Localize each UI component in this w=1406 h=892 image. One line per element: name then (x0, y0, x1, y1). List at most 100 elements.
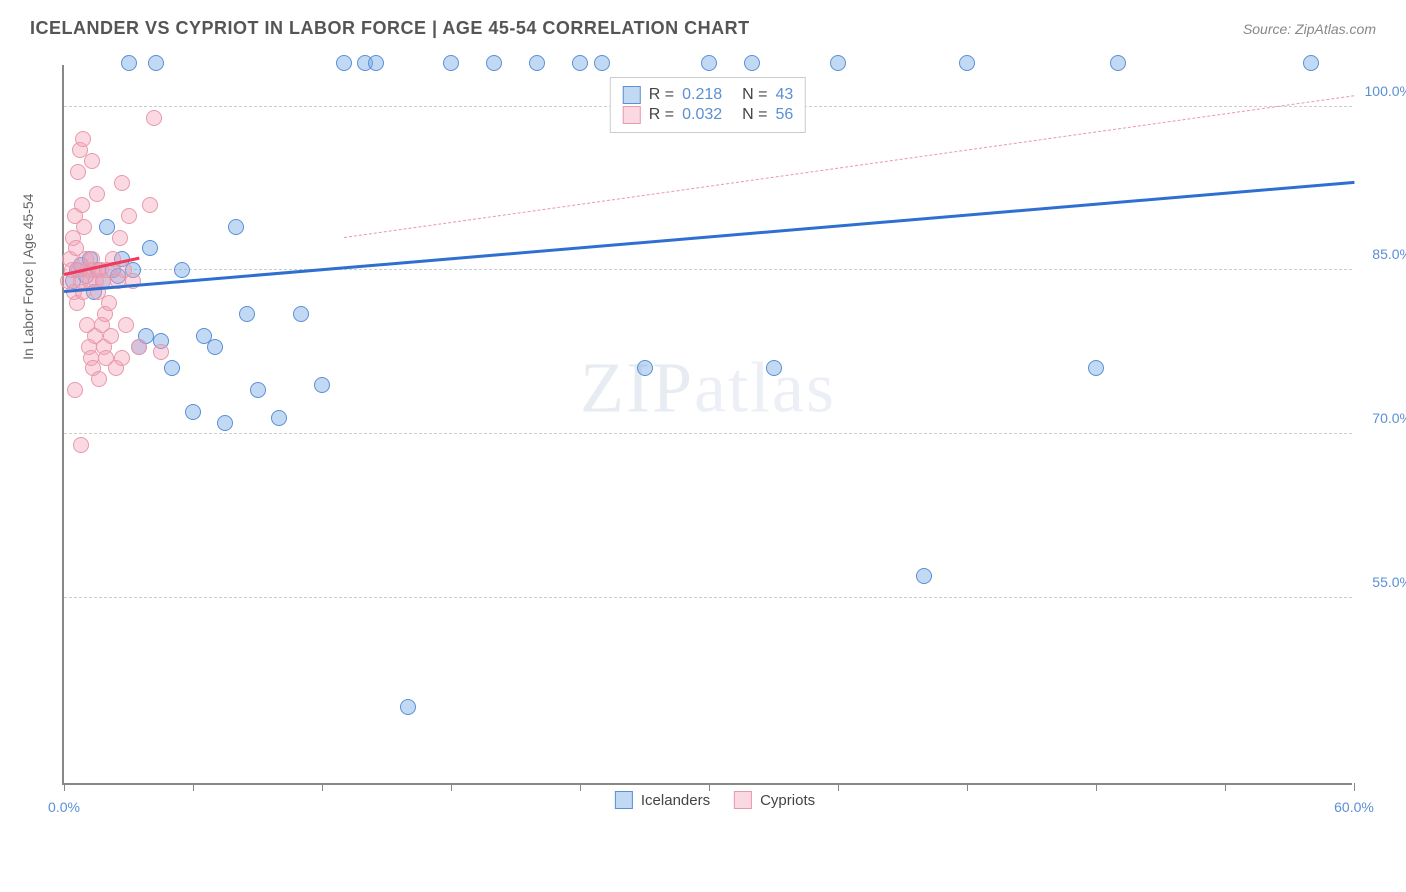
scatter-point (118, 317, 134, 333)
legend-swatch (623, 86, 641, 104)
scatter-point (70, 164, 86, 180)
scatter-point (250, 382, 266, 398)
scatter-point (131, 339, 147, 355)
scatter-point (142, 240, 158, 256)
y-tick-label: 100.0% (1365, 83, 1406, 99)
scatter-point (101, 295, 117, 311)
legend-r-value: 0.032 (682, 106, 734, 124)
legend-n-label: N = (742, 106, 767, 124)
scatter-point (67, 382, 83, 398)
scatter-point (148, 55, 164, 71)
scatter-point (336, 55, 352, 71)
scatter-point (73, 437, 89, 453)
legend-bottom-item: Icelanders (615, 791, 710, 809)
scatter-point (185, 404, 201, 420)
scatter-point (114, 350, 130, 366)
scatter-point (76, 219, 92, 235)
legend-r-label: R = (649, 86, 674, 104)
scatter-point (1303, 55, 1319, 71)
gridline-h (64, 269, 1352, 270)
scatter-point (114, 175, 130, 191)
scatter-point (153, 344, 169, 360)
scatter-point (121, 208, 137, 224)
scatter-point (572, 55, 588, 71)
scatter-point (228, 219, 244, 235)
x-tick (709, 783, 710, 791)
legend-n-value: 56 (775, 106, 793, 124)
trend-line-dashed (343, 95, 1354, 238)
chart-title: ICELANDER VS CYPRIOT IN LABOR FORCE | AG… (30, 18, 750, 39)
y-tick-label: 70.0% (1372, 410, 1406, 426)
watermark-thin: atlas (694, 348, 836, 428)
legend-r-value: 0.218 (682, 86, 734, 104)
scatter-point (293, 306, 309, 322)
scatter-point (529, 55, 545, 71)
scatter-point (91, 371, 107, 387)
header: ICELANDER VS CYPRIOT IN LABOR FORCE | AG… (0, 0, 1406, 49)
x-tick (322, 783, 323, 791)
scatter-point (164, 360, 180, 376)
scatter-point (1110, 55, 1126, 71)
scatter-point (74, 197, 90, 213)
legend-swatch (734, 791, 752, 809)
scatter-point (112, 230, 128, 246)
legend-bottom-item: Cypriots (734, 791, 815, 809)
plot-area: ZIPatlas 55.0%70.0%85.0%100.0%0.0%60.0%R… (62, 65, 1352, 785)
x-tick (64, 783, 65, 791)
y-tick-label: 55.0% (1372, 574, 1406, 590)
scatter-point (75, 131, 91, 147)
scatter-point (239, 306, 255, 322)
legend-bottom: Icelanders Cypriots (615, 791, 815, 809)
x-tick (580, 783, 581, 791)
chart-container: In Labor Force | Age 45-54 ZIPatlas 55.0… (50, 55, 1380, 815)
scatter-point (744, 55, 760, 71)
scatter-point (146, 110, 162, 126)
scatter-point (121, 55, 137, 71)
legend-top: R = 0.218 N = 43 R = 0.032 N = 56 (610, 77, 806, 133)
trend-line (64, 181, 1354, 293)
scatter-point (766, 360, 782, 376)
x-tick (1096, 783, 1097, 791)
scatter-point (271, 410, 287, 426)
scatter-point (916, 568, 932, 584)
legend-top-row: R = 0.218 N = 43 (623, 86, 793, 104)
legend-series-label: Icelanders (641, 792, 710, 809)
scatter-point (368, 55, 384, 71)
y-tick-label: 85.0% (1372, 246, 1406, 262)
scatter-point (174, 262, 190, 278)
x-tick (1354, 783, 1355, 791)
legend-n-value: 43 (775, 86, 793, 104)
x-tick-label: 60.0% (1334, 799, 1374, 815)
x-tick (1225, 783, 1226, 791)
y-axis-label: In Labor Force | Age 45-54 (20, 194, 36, 360)
scatter-point (701, 55, 717, 71)
x-tick (967, 783, 968, 791)
scatter-point (89, 186, 105, 202)
scatter-point (959, 55, 975, 71)
scatter-point (637, 360, 653, 376)
x-tick (838, 783, 839, 791)
scatter-point (830, 55, 846, 71)
scatter-point (217, 415, 233, 431)
gridline-h (64, 433, 1352, 434)
scatter-point (1088, 360, 1104, 376)
legend-series-label: Cypriots (760, 792, 815, 809)
scatter-point (314, 377, 330, 393)
scatter-point (594, 55, 610, 71)
legend-swatch (615, 791, 633, 809)
scatter-point (142, 197, 158, 213)
scatter-point (103, 328, 119, 344)
gridline-h (64, 597, 1352, 598)
watermark-bold: ZIP (580, 348, 694, 428)
x-tick-label: 0.0% (48, 799, 80, 815)
legend-swatch (623, 106, 641, 124)
scatter-point (400, 699, 416, 715)
scatter-point (84, 153, 100, 169)
scatter-point (207, 339, 223, 355)
legend-r-label: R = (649, 106, 674, 124)
watermark: ZIPatlas (580, 347, 836, 430)
source-attribution: Source: ZipAtlas.com (1243, 21, 1376, 37)
scatter-point (443, 55, 459, 71)
legend-n-label: N = (742, 86, 767, 104)
legend-top-row: R = 0.032 N = 56 (623, 106, 793, 124)
